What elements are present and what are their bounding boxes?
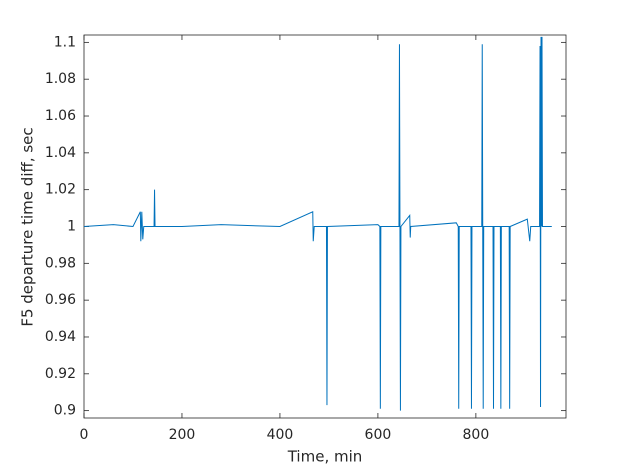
y-tick-label: 0.98 bbox=[45, 255, 76, 271]
y-tick-label: 1.1 bbox=[54, 34, 76, 50]
y-tick-label: 1 bbox=[67, 219, 76, 235]
y-tick-label: 1.06 bbox=[45, 108, 76, 124]
y-tick-label: 0.9 bbox=[54, 403, 76, 419]
x-tick-label: 400 bbox=[267, 427, 294, 443]
y-axis-label: F5 departure time diff, sec bbox=[19, 127, 37, 326]
x-tick-label: 0 bbox=[80, 427, 89, 443]
x-tick-label: 200 bbox=[169, 427, 196, 443]
y-tick-label: 1.02 bbox=[45, 182, 76, 198]
x-axis-label: Time, min bbox=[287, 448, 363, 466]
x-tick-label: 800 bbox=[463, 427, 490, 443]
y-tick-label: 0.96 bbox=[45, 292, 76, 308]
y-tick-label: 1.08 bbox=[45, 71, 76, 87]
y-tick-label: 0.94 bbox=[45, 329, 76, 345]
data-line bbox=[83, 36, 552, 411]
y-tick-label: 0.92 bbox=[45, 366, 76, 382]
y-tick-label: 1.04 bbox=[45, 145, 76, 161]
x-tick-label: 600 bbox=[365, 427, 392, 443]
